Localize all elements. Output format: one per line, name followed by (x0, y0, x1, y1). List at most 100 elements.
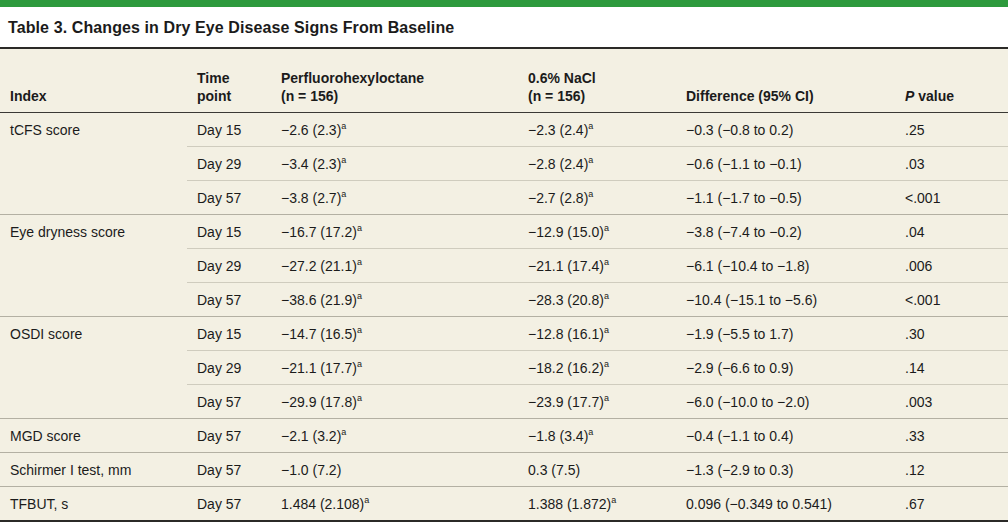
table-row: Day 57 −29.9 (17.8)a −23.9 (17.7)a −6.0 … (0, 385, 1008, 419)
footnote-marker: a (588, 121, 593, 131)
cell-pvalue: .006 (895, 249, 1008, 283)
cell-index (0, 385, 187, 419)
footnote-marker: a (357, 291, 362, 301)
cell-value: −16.7 (17.2) (281, 224, 357, 240)
cell-pvalue: .03 (895, 147, 1008, 181)
cell-nacl: −28.3 (20.8)a (518, 283, 676, 317)
footnote-marker: a (604, 257, 609, 267)
cell-nacl: 0.3 (7.5) (518, 453, 676, 487)
cell-index (0, 249, 187, 283)
cell-difference: −1.9 (−5.5 to 1.7) (676, 317, 895, 351)
footnote-marker: a (604, 359, 609, 369)
cell-value: −29.9 (17.8) (281, 394, 357, 410)
cell-pvalue: .14 (895, 351, 1008, 385)
cell-value: −38.6 (21.9) (281, 292, 357, 308)
footnote-marker: a (357, 325, 362, 335)
footnote-marker: a (341, 121, 346, 131)
cell-difference: −0.3 (−0.8 to 0.2) (676, 113, 895, 147)
cell-nacl: 1.388 (1.872)a (518, 487, 676, 522)
footnote-marker: a (341, 189, 346, 199)
cell-difference: −1.1 (−1.7 to −0.5) (676, 181, 895, 215)
table-row: Day 57 −3.8 (2.7)a −2.7 (2.8)a −1.1 (−1.… (0, 181, 1008, 215)
cell-difference: 0.096 (−0.349 to 0.541) (676, 487, 895, 522)
footnote-marker: a (588, 189, 593, 199)
footnote-marker: a (357, 359, 362, 369)
footnote-marker: a (604, 393, 609, 403)
cell-value: −2.3 (2.4) (528, 122, 588, 138)
cell-index (0, 181, 187, 215)
col-header-nacl: 0.6% NaCl (n = 156) (518, 48, 676, 113)
cell-index: OSDI score (0, 317, 187, 351)
cell-index (0, 147, 187, 181)
p-italic: P (905, 88, 914, 104)
cell-timepoint: Day 57 (187, 453, 271, 487)
footnote-marker: a (364, 495, 369, 505)
cell-value: −12.9 (15.0) (528, 224, 604, 240)
cell-index: tCFS score (0, 113, 187, 147)
cell-difference: −3.8 (−7.4 to −0.2) (676, 215, 895, 249)
cell-perfluorohexyloctane: −2.1 (3.2)a (271, 419, 518, 453)
cell-timepoint: Day 29 (187, 351, 271, 385)
footnote-marker: a (604, 291, 609, 301)
table-row: OSDI score Day 15 −14.7 (16.5)a −12.8 (1… (0, 317, 1008, 351)
cell-value: −12.8 (16.1) (528, 326, 604, 342)
cell-pvalue: .04 (895, 215, 1008, 249)
table-row: Schirmer I test, mm Day 57 −1.0 (7.2) 0.… (0, 453, 1008, 487)
footnote-marker: a (357, 393, 362, 403)
cell-perfluorohexyloctane: −27.2 (21.1)a (271, 249, 518, 283)
cell-difference: −0.4 (−1.1 to 0.4) (676, 419, 895, 453)
cell-index (0, 283, 187, 317)
cell-perfluorohexyloctane: −38.6 (21.9)a (271, 283, 518, 317)
cell-value: −23.9 (17.7) (528, 394, 604, 410)
cell-nacl: −18.2 (16.2)a (518, 351, 676, 385)
cell-index: TFBUT, s (0, 487, 187, 522)
cell-difference: −6.0 (−10.0 to −2.0) (676, 385, 895, 419)
cell-value: −2.6 (2.3) (281, 122, 341, 138)
cell-value: −3.8 (2.7) (281, 190, 341, 206)
cell-pvalue: .67 (895, 487, 1008, 522)
cell-timepoint: Day 57 (187, 385, 271, 419)
table-title: Table 3. Changes in Dry Eye Disease Sign… (0, 7, 1008, 47)
cell-pvalue: .003 (895, 385, 1008, 419)
cell-timepoint: Day 57 (187, 487, 271, 522)
col-header-index: Index (0, 48, 187, 113)
cell-pvalue: .33 (895, 419, 1008, 453)
cell-value: −2.8 (2.4) (528, 156, 588, 172)
cell-perfluorohexyloctane: −3.4 (2.3)a (271, 147, 518, 181)
cell-timepoint: Day 15 (187, 113, 271, 147)
cell-value: −1.8 (3.4) (528, 428, 588, 444)
cell-perfluorohexyloctane: −16.7 (17.2)a (271, 215, 518, 249)
cell-perfluorohexyloctane: −29.9 (17.8)a (271, 385, 518, 419)
cell-value: −3.4 (2.3) (281, 156, 341, 172)
table-row: MGD score Day 57 −2.1 (3.2)a −1.8 (3.4)a… (0, 419, 1008, 453)
footnote-marker: a (341, 155, 346, 165)
footnote-marker: a (357, 257, 362, 267)
table-row: tCFS score Day 15 −2.6 (2.3)a −2.3 (2.4)… (0, 113, 1008, 147)
cell-nacl: −2.8 (2.4)a (518, 147, 676, 181)
cell-perfluorohexyloctane: −1.0 (7.2) (271, 453, 518, 487)
table-body: tCFS score Day 15 −2.6 (2.3)a −2.3 (2.4)… (0, 113, 1008, 522)
table-row: TFBUT, s Day 57 1.484 (2.108)a 1.388 (1.… (0, 487, 1008, 522)
cell-nacl: −2.3 (2.4)a (518, 113, 676, 147)
col-header-timepoint: Time point (187, 48, 271, 113)
cell-pvalue: .25 (895, 113, 1008, 147)
cell-timepoint: Day 29 (187, 249, 271, 283)
cell-value: 1.388 (1.872) (528, 496, 611, 512)
cell-index: Schirmer I test, mm (0, 453, 187, 487)
footnote-marker: a (611, 495, 616, 505)
col-header-pvalue: P value (895, 48, 1008, 113)
table-row: Day 57 −38.6 (21.9)a −28.3 (20.8)a −10.4… (0, 283, 1008, 317)
footnote-marker: a (341, 427, 346, 437)
cell-nacl: −1.8 (3.4)a (518, 419, 676, 453)
cell-timepoint: Day 15 (187, 215, 271, 249)
cell-timepoint: Day 29 (187, 147, 271, 181)
header-label: Index (10, 88, 181, 106)
cell-nacl: −23.9 (17.7)a (518, 385, 676, 419)
cell-nacl: −2.7 (2.8)a (518, 181, 676, 215)
cell-value: −28.3 (20.8) (528, 292, 604, 308)
table-row: Day 29 −21.1 (17.7)a −18.2 (16.2)a −2.9 … (0, 351, 1008, 385)
cell-perfluorohexyloctane: −14.7 (16.5)a (271, 317, 518, 351)
table-header: Index Time point Perfluorohexyloctane (n… (0, 48, 1008, 113)
cell-value: −21.1 (17.4) (528, 258, 604, 274)
cell-value: 1.484 (2.108) (281, 496, 364, 512)
